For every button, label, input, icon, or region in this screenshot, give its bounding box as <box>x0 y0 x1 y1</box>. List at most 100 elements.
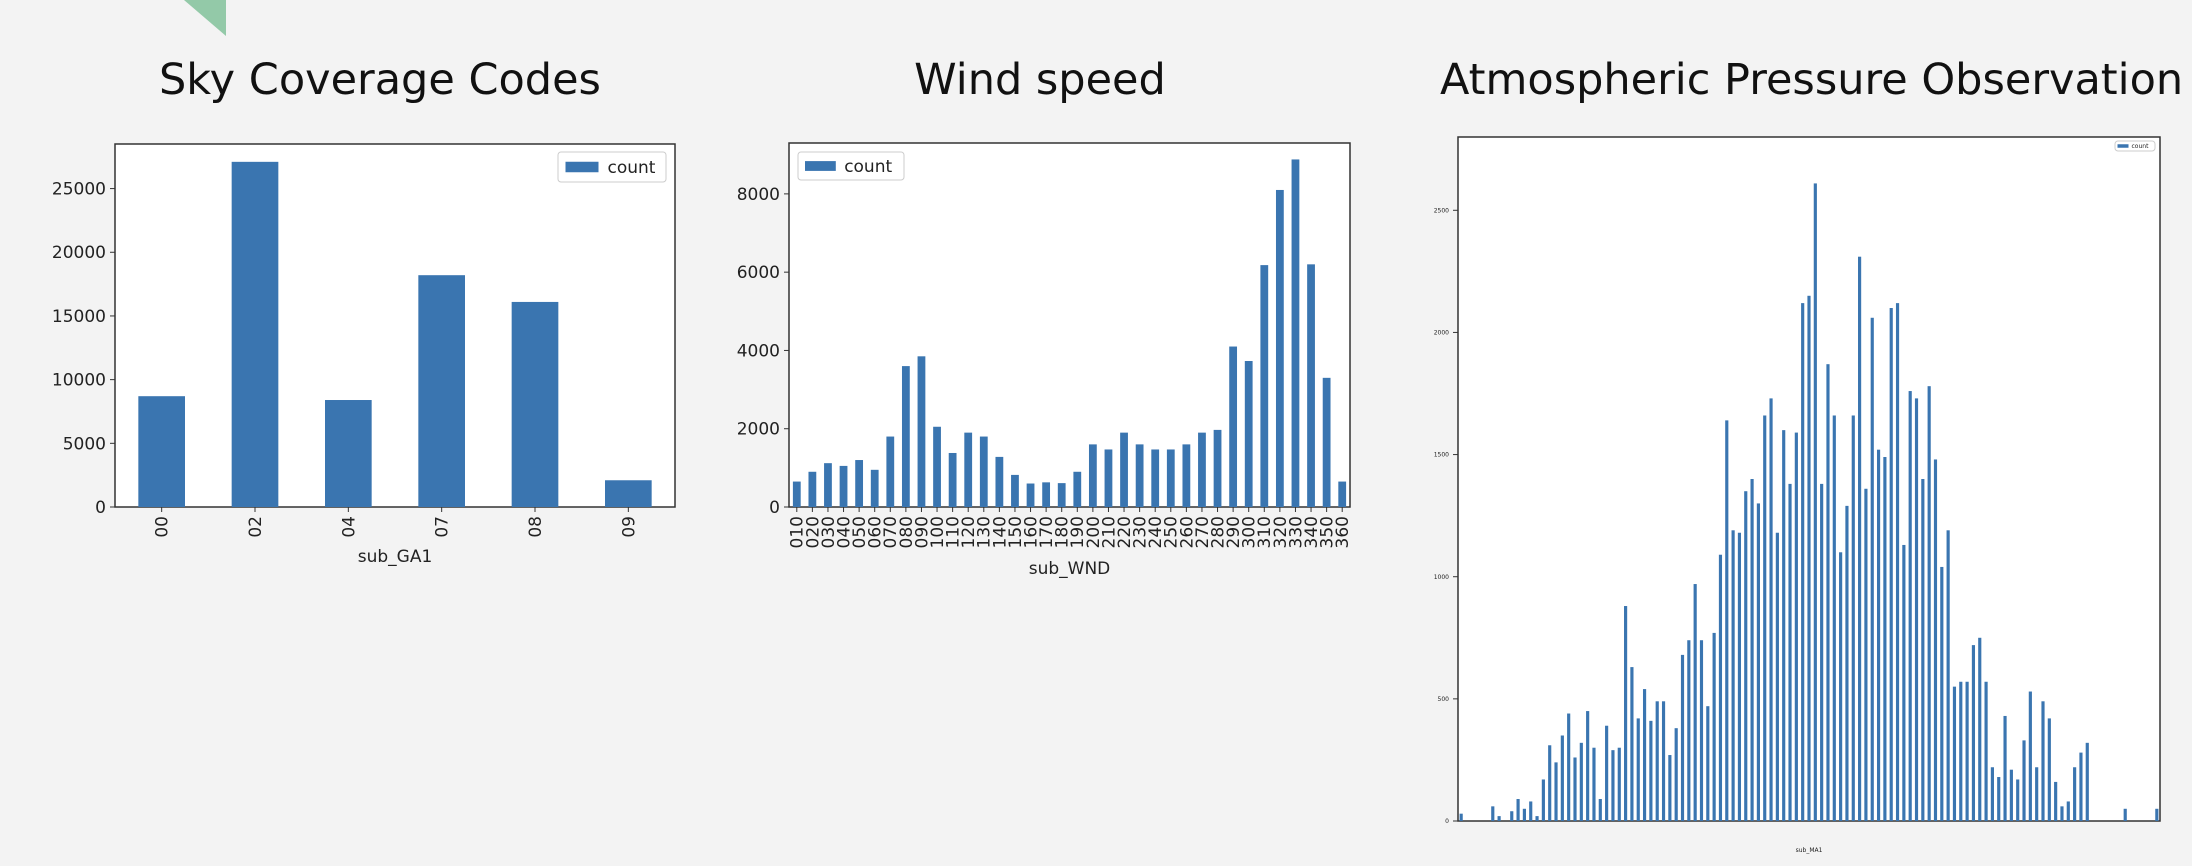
bar <box>2041 701 2045 821</box>
x-tick-label: 250 <box>1162 516 1182 548</box>
x-tick-label: 00 <box>153 516 173 538</box>
bar <box>1801 303 1805 822</box>
y-tick-label: 6000 <box>737 263 780 283</box>
bar <box>511 301 559 507</box>
bar <box>325 400 372 507</box>
bar <box>979 436 988 507</box>
bar <box>2047 718 2051 821</box>
bar <box>1769 398 1773 821</box>
bar <box>1763 415 1767 821</box>
bar <box>2003 715 2007 821</box>
bar <box>1908 391 1912 821</box>
x-tick-label: 110 <box>944 516 964 548</box>
plot-area-1 <box>788 142 1351 508</box>
bar <box>1807 295 1811 821</box>
bar <box>1104 449 1113 507</box>
x-axis-label: sub_WND <box>1029 559 1111 579</box>
bar <box>1914 398 1919 821</box>
x-tick-label: 300 <box>1240 516 1260 548</box>
bar <box>964 432 973 507</box>
x-tick-label: 190 <box>1068 516 1088 548</box>
bar <box>886 436 895 507</box>
bar <box>1820 483 1824 821</box>
bar <box>2066 801 2070 821</box>
bar <box>1611 750 1615 821</box>
bar <box>1535 816 1539 821</box>
x-tick-label: 350 <box>1318 516 1338 548</box>
bar <box>2009 769 2013 821</box>
x-axis-label: sub_GA1 <box>358 547 433 567</box>
bar <box>2123 808 2127 821</box>
bar <box>1088 444 1097 507</box>
bar <box>1182 444 1191 507</box>
bar <box>2073 767 2077 821</box>
bar <box>1605 725 1609 821</box>
bar <box>792 481 801 507</box>
y-tick-label: 2500 <box>1434 207 1449 214</box>
bar <box>1895 303 1900 822</box>
bar <box>1794 432 1798 821</box>
y-tick-label: 25000 <box>52 180 106 200</box>
bar <box>839 465 848 507</box>
bar <box>1971 645 1976 821</box>
bar <box>1839 552 1843 821</box>
bar <box>1459 813 1463 821</box>
bar <box>1933 459 1938 821</box>
x-tick-label: 090 <box>912 516 932 548</box>
bar <box>1674 728 1678 821</box>
bar <box>1782 430 1786 821</box>
bar <box>1649 720 1653 821</box>
bar <box>1845 505 1849 821</box>
bar <box>1198 432 1206 507</box>
bar <box>1725 420 1729 821</box>
x-tick-label: 290 <box>1224 516 1244 548</box>
x-tick-label: 050 <box>850 516 870 548</box>
bar <box>2079 752 2083 821</box>
x-tick-label: 260 <box>1177 516 1197 548</box>
bar <box>855 460 864 507</box>
bar <box>1940 566 1944 821</box>
bar <box>2155 808 2159 821</box>
bar <box>1567 713 1571 821</box>
bar <box>231 161 279 507</box>
bar <box>948 452 957 507</box>
y-tick-label: 0 <box>95 498 106 518</box>
bar <box>138 396 185 507</box>
x-tick-label: 080 <box>897 516 917 548</box>
bar <box>605 480 652 507</box>
bar <box>1213 429 1222 507</box>
bar <box>1307 264 1315 507</box>
x-tick-label: 200 <box>1084 516 1104 548</box>
x-tick-label: 150 <box>1006 516 1026 548</box>
bar <box>418 275 465 507</box>
bar <box>1120 432 1128 507</box>
bar <box>1554 762 1558 821</box>
bar <box>1491 806 1495 821</box>
bar <box>1573 757 1577 821</box>
bar <box>1516 799 1520 821</box>
x-tick-label: 070 <box>881 516 901 548</box>
bar <box>1073 471 1082 507</box>
bar <box>1548 745 1552 821</box>
bar <box>1011 474 1019 507</box>
x-tick-label: 310 <box>1255 516 1275 548</box>
accent-triangle <box>184 0 226 36</box>
bar <box>2028 691 2032 821</box>
bar <box>1617 747 1621 821</box>
x-tick-label: 360 <box>1333 516 1353 548</box>
y-tick-label: 2000 <box>1434 330 1449 337</box>
bar <box>933 426 941 507</box>
bar <box>1624 606 1628 821</box>
bar <box>1813 183 1817 821</box>
bar <box>1718 554 1723 821</box>
x-tick-label: 180 <box>1053 516 1073 548</box>
y-tick-label: 8000 <box>737 185 780 205</box>
x-tick-label: 04 <box>339 516 359 538</box>
x-tick-label: 330 <box>1286 516 1306 548</box>
y-tick-label: 15000 <box>52 307 106 327</box>
bar <box>1166 449 1175 507</box>
bar <box>1832 415 1836 821</box>
y-tick-label: 4000 <box>737 341 780 361</box>
bar <box>2085 742 2089 821</box>
x-tick-label: 230 <box>1131 516 1151 548</box>
